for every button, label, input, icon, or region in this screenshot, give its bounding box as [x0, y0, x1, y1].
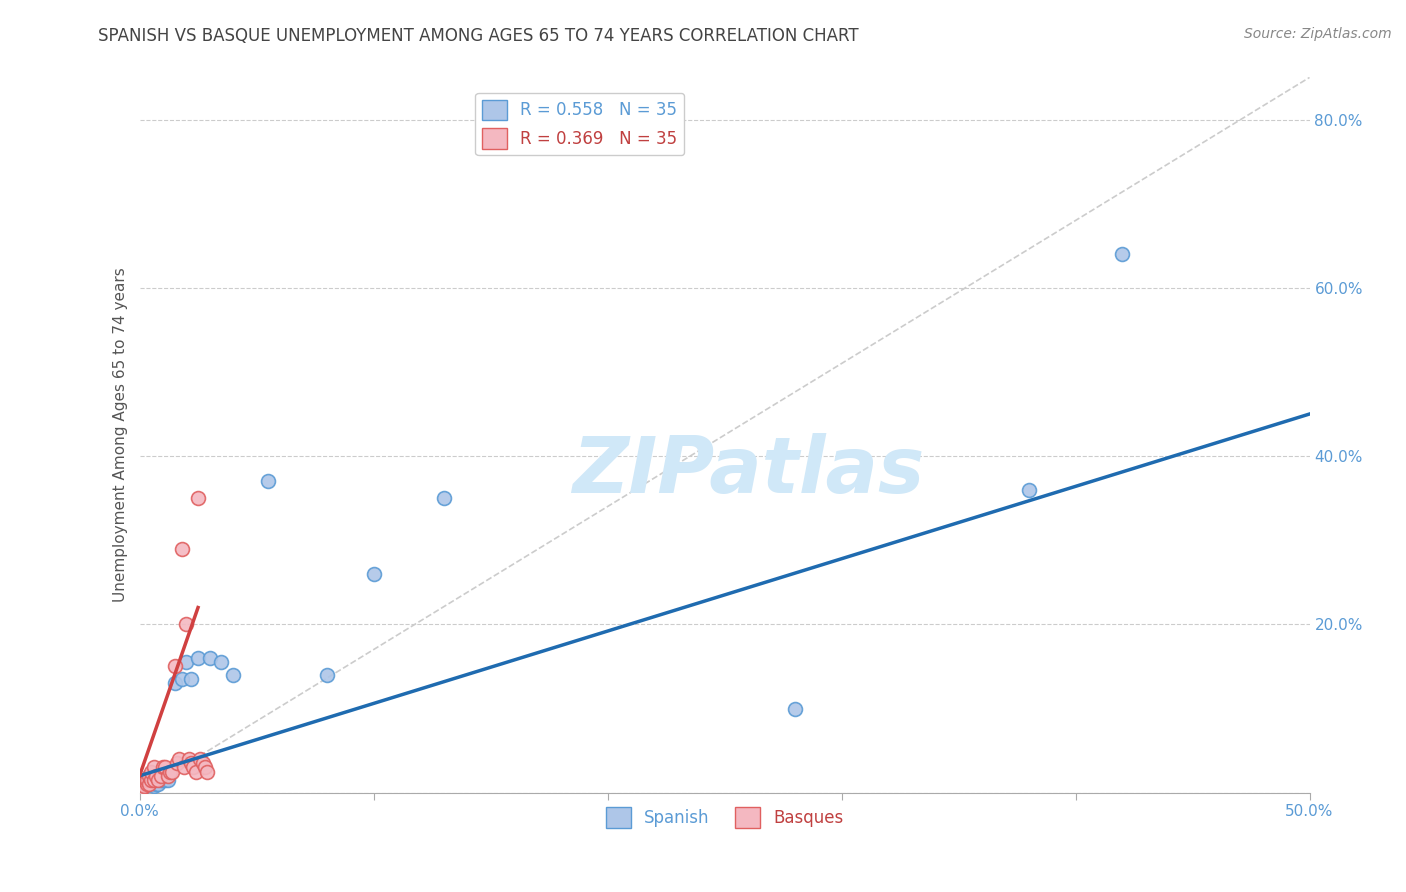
Point: [187, 651, 209, 665]
Point: [141, 775, 163, 789]
Point: [170, 672, 193, 686]
Text: ZIPatlas: ZIPatlas: [572, 433, 924, 508]
Point: [363, 566, 385, 581]
Point: [148, 772, 170, 787]
Point: [148, 777, 170, 791]
Point: [173, 760, 195, 774]
Point: [145, 772, 167, 787]
Y-axis label: Unemployment Among Ages 65 to 74 years: Unemployment Among Ages 65 to 74 years: [114, 268, 128, 602]
Text: SPANISH VS BASQUE UNEMPLOYMENT AMONG AGES 65 TO 74 YEARS CORRELATION CHART: SPANISH VS BASQUE UNEMPLOYMENT AMONG AGE…: [98, 27, 859, 45]
Point: [131, 781, 153, 796]
Point: [145, 769, 167, 783]
Point: [145, 777, 167, 791]
Point: [138, 777, 160, 791]
Point: [194, 760, 217, 774]
Point: [176, 655, 198, 669]
Point: [135, 777, 157, 791]
Point: [177, 752, 200, 766]
Point: [149, 769, 172, 783]
Point: [198, 651, 221, 665]
Point: [131, 777, 153, 791]
Point: [187, 491, 209, 505]
Point: [162, 764, 184, 779]
Point: [155, 772, 177, 787]
Point: [152, 772, 174, 787]
Point: [134, 779, 156, 793]
Point: [135, 772, 157, 787]
Point: [138, 769, 160, 783]
Point: [1111, 247, 1133, 261]
Legend: Spanish, Basques: Spanish, Basques: [599, 801, 849, 834]
Point: [156, 772, 179, 787]
Point: [141, 772, 163, 787]
Point: [138, 769, 160, 783]
Point: [184, 764, 207, 779]
Point: [166, 756, 188, 771]
Point: [180, 672, 202, 686]
Point: [163, 676, 186, 690]
Point: [783, 701, 806, 715]
Point: [209, 655, 232, 669]
Point: [138, 777, 160, 791]
Point: [169, 752, 191, 766]
Point: [131, 781, 153, 796]
Point: [142, 775, 165, 789]
Point: [152, 760, 174, 774]
Point: [135, 772, 157, 787]
Point: [257, 475, 280, 489]
Point: [156, 769, 179, 783]
Point: [222, 668, 245, 682]
Point: [135, 775, 157, 789]
Point: [180, 756, 202, 771]
Point: [131, 777, 153, 791]
Point: [176, 617, 198, 632]
Point: [134, 779, 156, 793]
Point: [163, 659, 186, 673]
Point: [141, 772, 163, 787]
Point: [197, 764, 219, 779]
Point: [134, 772, 156, 787]
Point: [315, 668, 337, 682]
Point: [142, 760, 165, 774]
Point: [170, 541, 193, 556]
Point: [183, 760, 205, 774]
Point: [159, 764, 181, 779]
Point: [1018, 483, 1040, 497]
Point: [134, 772, 156, 787]
Point: [149, 772, 172, 787]
Point: [135, 777, 157, 791]
Point: [190, 752, 212, 766]
Point: [155, 760, 177, 774]
Point: [433, 491, 456, 505]
Text: Source: ZipAtlas.com: Source: ZipAtlas.com: [1244, 27, 1392, 41]
Point: [191, 756, 214, 771]
Point: [142, 772, 165, 787]
Point: [142, 779, 165, 793]
Point: [141, 764, 163, 779]
